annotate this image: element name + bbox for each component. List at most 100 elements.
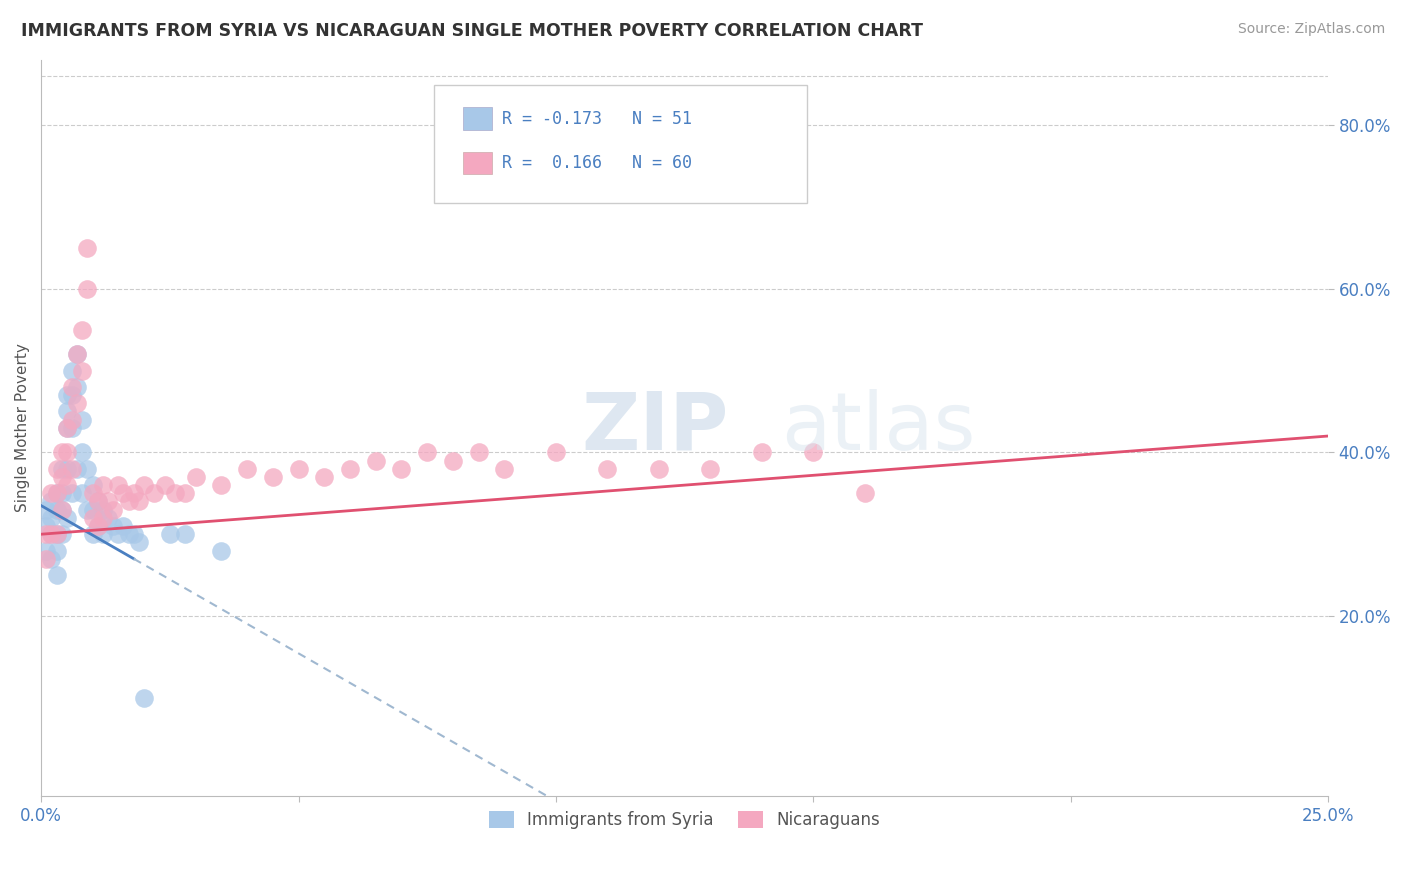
Point	[66, 347, 89, 361]
Point	[41, 527, 63, 541]
Point	[101, 502, 124, 516]
Y-axis label: Single Mother Poverty: Single Mother Poverty	[15, 343, 30, 512]
Point	[801, 445, 824, 459]
Point	[87, 494, 110, 508]
Point	[35, 551, 58, 566]
Point	[60, 462, 83, 476]
Legend: Immigrants from Syria, Nicaraguans: Immigrants from Syria, Nicaraguans	[482, 804, 887, 836]
Point	[66, 347, 89, 361]
Point	[72, 445, 94, 459]
Point	[163, 486, 186, 500]
Point	[45, 527, 67, 541]
Point	[91, 511, 114, 525]
Point	[236, 462, 259, 476]
Point	[76, 282, 98, 296]
Point	[117, 494, 139, 508]
Point	[339, 462, 361, 476]
Point	[35, 543, 58, 558]
Point	[60, 486, 83, 500]
Point	[45, 543, 67, 558]
Point	[82, 478, 104, 492]
Point	[56, 511, 79, 525]
Point	[56, 462, 79, 476]
Point	[35, 527, 58, 541]
Point	[51, 486, 73, 500]
Point	[143, 486, 166, 500]
Point	[97, 494, 120, 508]
Point	[56, 404, 79, 418]
Point	[82, 502, 104, 516]
Point	[107, 478, 129, 492]
Point	[56, 421, 79, 435]
Point	[60, 412, 83, 426]
Point	[91, 502, 114, 516]
Point	[87, 519, 110, 533]
Point	[66, 396, 89, 410]
Point	[41, 511, 63, 525]
Point	[699, 462, 721, 476]
Text: atlas: atlas	[782, 389, 976, 467]
Point	[66, 462, 89, 476]
Point	[51, 470, 73, 484]
Text: R =  0.166   N = 60: R = 0.166 N = 60	[502, 153, 692, 171]
Point	[441, 453, 464, 467]
Point	[648, 462, 671, 476]
Point	[41, 527, 63, 541]
Point	[128, 494, 150, 508]
Point	[101, 519, 124, 533]
Point	[314, 470, 336, 484]
Point	[72, 486, 94, 500]
Point	[467, 445, 489, 459]
Point	[87, 494, 110, 508]
Point	[117, 527, 139, 541]
Point	[76, 502, 98, 516]
Bar	[463, 152, 492, 174]
Point	[51, 502, 73, 516]
Point	[184, 470, 207, 484]
Point	[76, 462, 98, 476]
Point	[45, 486, 67, 500]
Point	[132, 478, 155, 492]
Point	[751, 445, 773, 459]
Point	[45, 462, 67, 476]
Point	[82, 511, 104, 525]
Point	[107, 527, 129, 541]
Point	[128, 535, 150, 549]
Point	[494, 462, 516, 476]
Point	[72, 363, 94, 377]
Point	[56, 445, 79, 459]
Point	[60, 388, 83, 402]
Point	[82, 527, 104, 541]
Point	[41, 551, 63, 566]
Point	[112, 486, 135, 500]
Point	[262, 470, 284, 484]
Point	[91, 478, 114, 492]
Point	[45, 502, 67, 516]
Point	[132, 690, 155, 705]
Point	[60, 363, 83, 377]
Point	[41, 486, 63, 500]
Text: Source: ZipAtlas.com: Source: ZipAtlas.com	[1237, 22, 1385, 37]
Point	[66, 380, 89, 394]
Text: IMMIGRANTS FROM SYRIA VS NICARAGUAN SINGLE MOTHER POVERTY CORRELATION CHART: IMMIGRANTS FROM SYRIA VS NICARAGUAN SING…	[21, 22, 924, 40]
Point	[364, 453, 387, 467]
Point	[91, 527, 114, 541]
Point	[287, 462, 309, 476]
Point	[60, 421, 83, 435]
Point	[76, 241, 98, 255]
Point	[35, 502, 58, 516]
Point	[112, 519, 135, 533]
Point	[544, 445, 567, 459]
Point	[209, 478, 232, 492]
Point	[87, 519, 110, 533]
Point	[41, 494, 63, 508]
Point	[122, 486, 145, 500]
Point	[51, 527, 73, 541]
Point	[72, 323, 94, 337]
Point	[51, 502, 73, 516]
Point	[72, 412, 94, 426]
Point	[596, 462, 619, 476]
Point	[416, 445, 439, 459]
Point	[209, 543, 232, 558]
Point	[60, 380, 83, 394]
